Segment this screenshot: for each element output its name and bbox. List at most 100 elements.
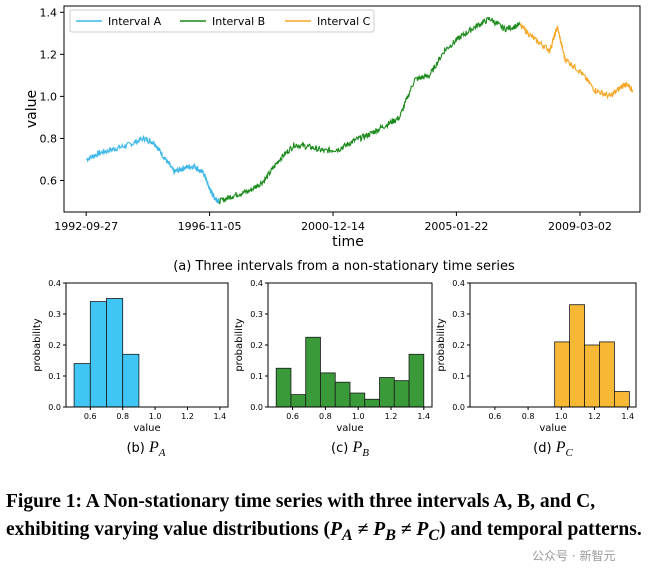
hist-ytick-label: 0.3 — [48, 310, 61, 319]
hist-ylabel: probability — [32, 318, 43, 371]
hist-xtick-label: 1.2 — [385, 412, 398, 421]
legend-label: Interval A — [108, 15, 162, 28]
hist-bar — [614, 391, 630, 408]
main-ytick-label: 0.6 — [40, 174, 58, 187]
main-ytick-label: 0.8 — [40, 132, 58, 145]
hist-ytick-label: 0.1 — [452, 372, 465, 381]
hist-bar — [599, 341, 615, 408]
hist-ytick-label: 0.0 — [452, 403, 465, 412]
hist-xtick-label: 0.8 — [522, 412, 535, 421]
caption-neq-1: ≠ — [352, 519, 374, 540]
hist-ylabel: probability — [436, 318, 447, 371]
hist-xtick-label: 1.0 — [149, 412, 162, 421]
caption-pc-sub: C — [428, 525, 440, 544]
hist-bar — [393, 380, 410, 408]
legend-label: Interval C — [317, 15, 371, 28]
main-ytick-label: 1.0 — [40, 90, 58, 103]
main-series-lines — [86, 17, 634, 205]
hist-bar — [275, 367, 292, 408]
main-ylabel: value — [24, 90, 40, 128]
hist-ytick-label: 0.3 — [250, 310, 263, 319]
main-xtick-label: 1996-11-05 — [178, 220, 242, 233]
hist-xtick-label: 1.4 — [417, 412, 430, 421]
hist-xtick-label: 0.6 — [286, 412, 299, 421]
main-xtick-label: 2009-03-02 — [548, 220, 612, 233]
histogram-pb: 0.0 0.1 0.2 0.3 0.4 0.6 0.8 1.0 1.2 1.4 value proba… — [234, 279, 433, 434]
hist-ytick-label: 0.0 — [48, 403, 61, 412]
caption-d: (d) PC — [533, 439, 573, 459]
caption-prefix: Figure 1: A Non-stationary time series w… — [6, 491, 596, 540]
caption-neq-2: ≠ — [395, 519, 417, 540]
hist-xtick-label: 0.6 — [489, 412, 502, 421]
hist-bar — [569, 304, 585, 408]
hist-xtick-label: 1.4 — [621, 412, 634, 421]
main-xlabel: time — [332, 234, 364, 250]
hist-xlabel: value — [539, 423, 566, 434]
hist-bar — [364, 398, 380, 408]
histogram-pc: 0.0 0.1 0.2 0.3 0.4 0.6 0.8 1.0 1.2 1.4 value proba… — [436, 279, 637, 434]
caption-pb-sub: B — [385, 525, 396, 544]
main-xtick-label: 2000-12-14 — [301, 220, 365, 233]
main-x-ticks: 1992-09-27 1996-11-05 2000-12-14 2005-01-22… — [54, 212, 612, 233]
hist-bar — [408, 353, 425, 408]
hist-bar — [106, 298, 124, 408]
hist-bar — [584, 344, 600, 408]
caption-b: (b) PA — [126, 439, 165, 459]
hist-bar — [320, 372, 336, 408]
hist-ytick-label: 0.3 — [452, 310, 465, 319]
caption-a: (a) Three intervals from a non-stationar… — [173, 259, 515, 274]
legend-box — [69, 9, 375, 33]
hist-ytick-label: 0.4 — [452, 279, 465, 288]
figure-canvas: 0.6 0.8 1.0 1.2 1.4 1992-09-27 1996-11-05 2000… — [24, 5, 641, 459]
hist-ytick-label: 0.4 — [48, 279, 61, 288]
hist-xtick-label: 0.8 — [319, 412, 332, 421]
hist-ytick-label: 0.1 — [250, 372, 263, 381]
hist-bar — [349, 392, 366, 408]
series-line-interval-a — [86, 134, 220, 204]
hist-xtick-label: 1.2 — [181, 412, 194, 421]
hist-xtick-label: 1.0 — [555, 412, 568, 421]
caption-pa: P — [329, 519, 342, 540]
hist-xlabel: value — [336, 423, 363, 434]
hist-bar — [334, 381, 351, 408]
histogram-pa: 0.0 0.1 0.2 0.3 0.4 0.6 0.8 1.0 1.2 1.4 value proba… — [32, 279, 229, 434]
time-series-chart: 0.6 0.8 1.0 1.2 1.4 1992-09-27 1996-11-05 2000… — [24, 5, 641, 274]
legend-label: Interval B — [212, 15, 265, 28]
hist-xlabel: value — [133, 423, 160, 434]
hist-ytick-label: 0.0 — [250, 403, 263, 412]
hist-ytick-label: 0.2 — [48, 341, 61, 350]
caption-c: (c) PB — [331, 439, 369, 459]
hist-bar — [305, 336, 321, 408]
hist-bar — [379, 377, 395, 408]
figure-caption: Figure 1: A Non-stationary time series w… — [6, 488, 658, 549]
series-line-interval-c — [519, 21, 634, 100]
main-y-ticks: 0.6 0.8 1.0 1.2 1.4 — [40, 6, 64, 187]
main-ytick-label: 1.2 — [40, 48, 58, 61]
legend: Interval A Interval B Interval C — [69, 9, 375, 33]
hist-ytick-label: 0.4 — [250, 279, 263, 288]
hist-xtick-label: 1.4 — [214, 412, 227, 421]
hist-bar — [554, 341, 570, 408]
caption-suffix: ) and temporal patterns. — [439, 519, 642, 540]
hist-xtick-label: 0.8 — [116, 412, 129, 421]
series-line-interval-b — [218, 17, 521, 205]
hist-xtick-label: 1.2 — [588, 412, 601, 421]
hist-ytick-label: 0.2 — [250, 341, 263, 350]
watermark: 公众号 · 新智元 — [532, 549, 616, 563]
hist-ytick-label: 0.2 — [452, 341, 465, 350]
hist-ytick-label: 0.1 — [48, 372, 61, 381]
hist-xtick-label: 1.0 — [352, 412, 365, 421]
hist-xtick-label: 0.6 — [84, 412, 97, 421]
main-plot-frame — [63, 5, 641, 213]
hist-bar — [89, 301, 107, 408]
main-xtick-label: 2005-01-22 — [424, 220, 488, 233]
main-xtick-label: 1992-09-27 — [54, 220, 118, 233]
main-ytick-label: 1.4 — [40, 6, 58, 19]
caption-pa-sub: A — [341, 525, 353, 544]
hist-bar — [73, 363, 91, 408]
caption-pb: P — [373, 519, 386, 540]
hist-bar — [122, 353, 140, 408]
hist-ylabel: probability — [234, 318, 245, 371]
hist-bar — [290, 394, 307, 408]
caption-pc: P — [416, 519, 429, 540]
